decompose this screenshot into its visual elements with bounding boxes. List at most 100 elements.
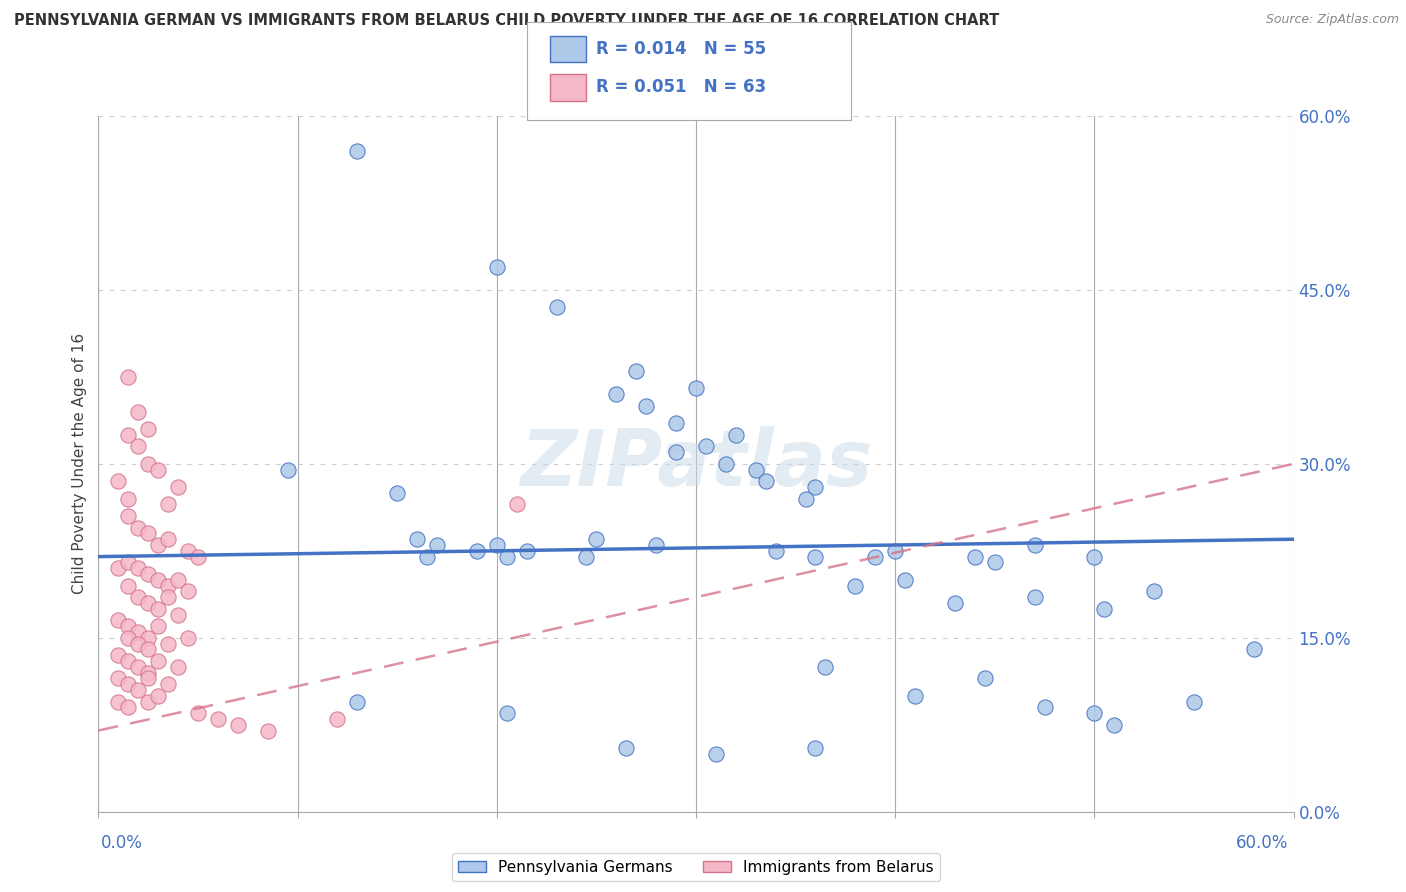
Text: PENNSYLVANIA GERMAN VS IMMIGRANTS FROM BELARUS CHILD POVERTY UNDER THE AGE OF 16: PENNSYLVANIA GERMAN VS IMMIGRANTS FROM B…	[14, 13, 1000, 29]
Point	[605, 387, 627, 401]
Point	[804, 740, 827, 755]
Point	[167, 660, 190, 674]
Point	[426, 538, 449, 552]
Point	[117, 508, 139, 523]
Point	[136, 526, 159, 541]
Point	[695, 440, 717, 454]
Point	[157, 637, 180, 651]
Point	[117, 555, 139, 570]
Point	[117, 578, 139, 592]
Point	[157, 591, 180, 605]
Point	[495, 549, 517, 564]
Point	[984, 555, 1007, 570]
Point	[187, 706, 209, 721]
Point	[755, 475, 778, 489]
Point	[127, 624, 149, 639]
Point	[665, 416, 688, 431]
Text: R = 0.051   N = 63: R = 0.051 N = 63	[596, 78, 766, 96]
Point	[326, 712, 349, 726]
Point	[804, 480, 827, 494]
Point	[107, 648, 129, 662]
Point	[685, 382, 707, 396]
Point	[148, 573, 170, 587]
Point	[148, 689, 170, 703]
Point	[177, 631, 200, 645]
Point	[973, 671, 995, 685]
Point	[465, 543, 488, 558]
Point	[863, 549, 887, 564]
Point	[136, 422, 159, 436]
Point	[127, 683, 149, 698]
Point	[1024, 591, 1046, 605]
Point	[167, 480, 190, 494]
Point	[614, 740, 637, 755]
Point	[107, 475, 129, 489]
Point	[1143, 584, 1166, 599]
Point	[645, 538, 668, 552]
Legend: Pennsylvania Germans, Immigrants from Belarus: Pennsylvania Germans, Immigrants from Be…	[453, 854, 939, 880]
Point	[148, 601, 170, 615]
Point	[136, 694, 159, 708]
Text: ZIPatlas: ZIPatlas	[520, 425, 872, 502]
Point	[516, 543, 538, 558]
Point	[127, 637, 149, 651]
Point	[1104, 717, 1126, 731]
Point	[107, 561, 129, 575]
Point	[117, 619, 139, 633]
Point	[416, 549, 439, 564]
Point	[127, 660, 149, 674]
Point	[894, 573, 917, 587]
Point	[157, 578, 180, 592]
Point	[117, 654, 139, 668]
Point	[107, 694, 129, 708]
Point	[148, 462, 170, 476]
Point	[117, 700, 139, 714]
Point	[136, 567, 159, 582]
Point	[226, 717, 249, 731]
Point	[127, 440, 149, 454]
Point	[127, 561, 149, 575]
Point	[136, 596, 159, 610]
Point	[1033, 700, 1056, 714]
Point	[406, 532, 429, 546]
Point	[814, 660, 837, 674]
Point	[177, 584, 200, 599]
Point	[636, 399, 658, 413]
Point	[117, 631, 139, 645]
Point	[207, 712, 229, 726]
Text: 60.0%: 60.0%	[1236, 834, 1288, 852]
Point	[136, 642, 159, 657]
Point	[256, 723, 278, 738]
Point	[1083, 549, 1105, 564]
Point	[167, 573, 190, 587]
Point	[665, 445, 688, 459]
Point	[107, 614, 129, 628]
Point	[506, 498, 529, 512]
Point	[277, 462, 299, 476]
Point	[585, 532, 607, 546]
Point	[157, 532, 180, 546]
Point	[187, 549, 209, 564]
Point	[1243, 642, 1265, 657]
Point	[117, 677, 139, 691]
Point	[127, 521, 149, 535]
Point	[1083, 706, 1105, 721]
Point	[575, 549, 598, 564]
Point	[148, 619, 170, 633]
Point	[136, 631, 159, 645]
Point	[157, 677, 180, 691]
Point	[794, 491, 817, 506]
Point	[704, 747, 727, 761]
Point	[626, 364, 648, 378]
Point	[157, 498, 180, 512]
Point	[765, 543, 787, 558]
Point	[804, 549, 827, 564]
Point	[1182, 694, 1205, 708]
Point	[148, 654, 170, 668]
Point	[485, 538, 508, 552]
Point	[724, 428, 747, 442]
Point	[127, 591, 149, 605]
Point	[346, 144, 368, 158]
Point	[714, 457, 737, 471]
Point	[117, 491, 139, 506]
